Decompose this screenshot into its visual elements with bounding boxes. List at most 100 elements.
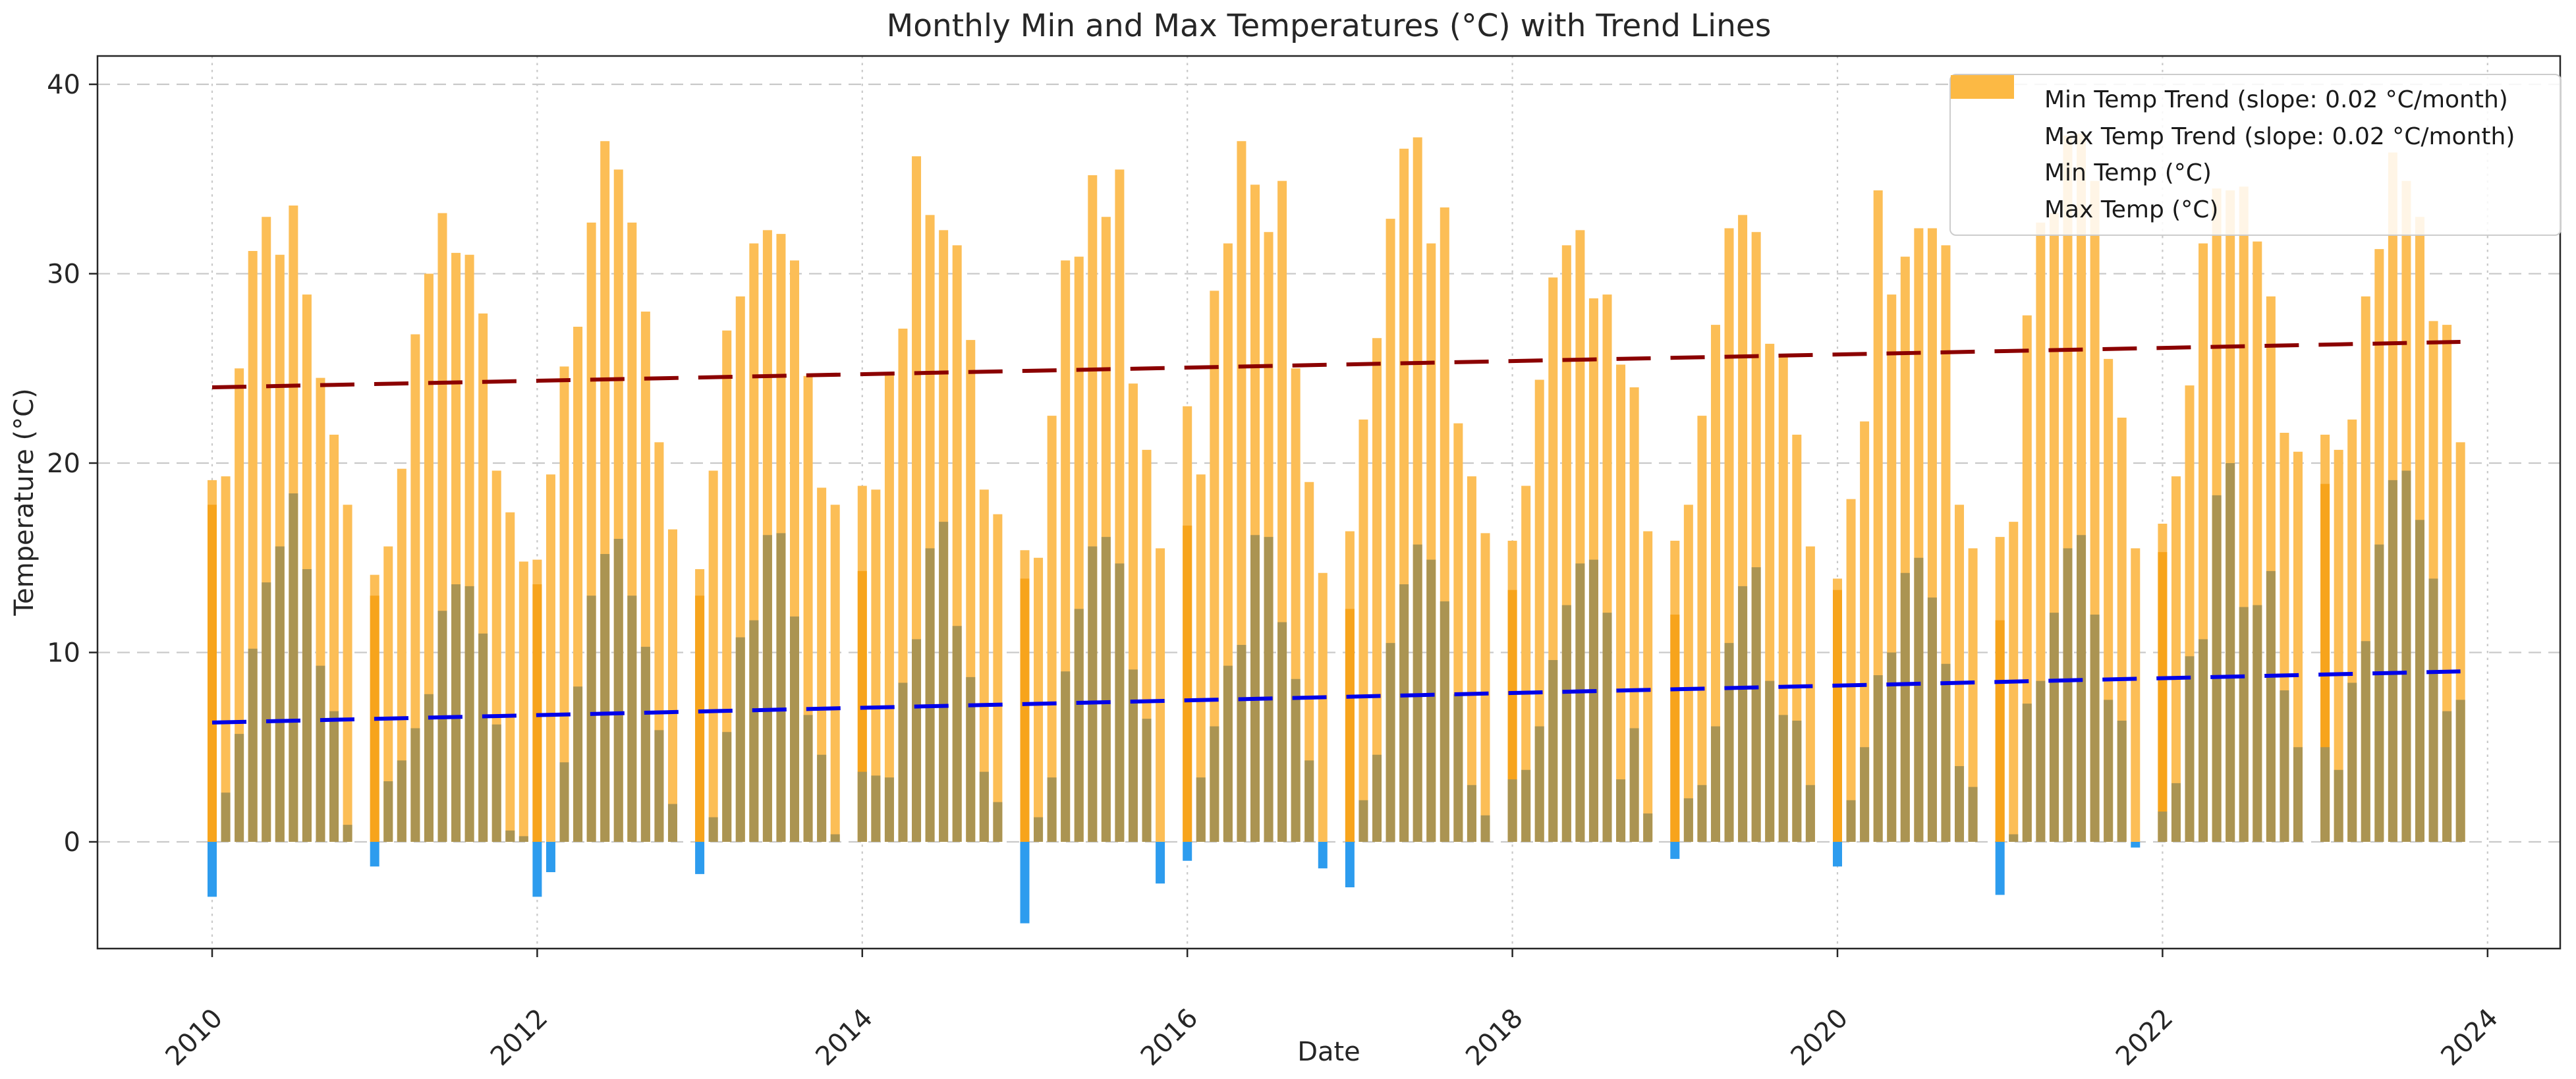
bar-max-2015-11: [1156, 548, 1165, 842]
bar-min-2022-10: [2280, 690, 2289, 842]
y-tick-label-10: 10: [47, 638, 80, 669]
bar-min-2023-08: [2415, 520, 2425, 842]
bar-max-2011-02: [383, 546, 393, 842]
bar-min-2022-04: [2198, 639, 2208, 842]
bar-min-2018-08: [1602, 613, 1612, 842]
bar-overlap-2015-01: [1020, 578, 1030, 842]
bar-min-2012-10: [654, 730, 664, 842]
bar-min-2015-06: [1088, 546, 1098, 842]
legend-label: Min Temp Trend (slope: 0.02 °C/month): [2044, 86, 2508, 114]
bar-max-2010-11: [343, 505, 352, 842]
bar-max-2019-03: [1697, 416, 1707, 842]
bar-min-2017-09: [1453, 694, 1463, 842]
bar-min-2022-02: [2171, 783, 2181, 842]
bar-min-2015-09: [1128, 669, 1138, 842]
bar-overlap-2021-01: [1995, 620, 2005, 842]
bar-min-2012-04: [573, 686, 583, 842]
bar-max-2016-02: [1196, 474, 1206, 842]
bar-min-2018-03: [1534, 726, 1544, 842]
bar-min-2011-11: [505, 830, 515, 842]
bar-min-2017-11: [1480, 815, 1490, 842]
bar-min-2022-06: [2226, 463, 2235, 842]
legend-item-2: Min Temp (°C): [1951, 75, 2544, 186]
bar-max-2021-11: [2131, 548, 2141, 842]
bar-max-2019-04: [1710, 325, 1720, 842]
y-tick-label-40: 40: [47, 70, 80, 100]
bar-min-2021-08: [2090, 615, 2100, 842]
bar-max-2014-11: [993, 514, 1003, 842]
bar-min-2020-06: [1900, 572, 1910, 842]
bar-min-2019-10: [1792, 721, 1802, 842]
bar-min-2020-01: [1833, 842, 1842, 867]
plot-spines: [96, 55, 2562, 950]
gridlines: [98, 56, 2560, 949]
bar-min-2023-06: [2388, 480, 2397, 842]
bar-min-2023-11: [2455, 700, 2465, 842]
bar-min-2014-02: [871, 775, 881, 842]
bar-min-2020-05: [1887, 652, 1897, 842]
bar-min-2011-12: [518, 836, 528, 842]
bar-min-2013-07: [776, 533, 786, 842]
bar-min-2019-04: [1710, 726, 1720, 842]
bar-min-2019-09: [1778, 715, 1788, 842]
bar-min-2014-03: [884, 777, 894, 842]
x-tick-label-2020: 2020: [1785, 1003, 1855, 1072]
bar-max-2022-02: [2171, 476, 2181, 842]
bar-max-2017-02: [1358, 419, 1368, 842]
bar-min-2010-01: [208, 842, 217, 897]
bar-min-2013-03: [722, 732, 732, 842]
bar-overlap-2018-01: [1507, 590, 1517, 842]
bar-min-2017-03: [1372, 754, 1382, 842]
bar-max-2012-03: [559, 366, 569, 842]
bar-overlap-2016-01: [1183, 525, 1192, 842]
bar-overlap-2020-01: [1833, 590, 1842, 842]
bar-min-2015-08: [1115, 563, 1125, 842]
bar-min-2014-11: [993, 802, 1003, 842]
bar-min-2013-08: [790, 616, 800, 842]
bar-min-2011-10: [491, 724, 501, 842]
bar-overlap-2017-01: [1345, 609, 1355, 842]
bar-max-2016-10: [1304, 482, 1314, 842]
legend: Min Temp Trend (slope: 0.02 °C/month) Max…: [1949, 74, 2562, 236]
bar-max-2013-03: [722, 330, 732, 842]
bar-min-2014-05: [912, 639, 922, 842]
bar-min-2013-04: [735, 637, 745, 842]
bar-min-2015-01: [1020, 842, 1030, 924]
bar-min-2019-06: [1738, 586, 1748, 842]
bar-min-2019-08: [1765, 680, 1775, 842]
bar-min-2014-06: [925, 548, 935, 842]
bar-min-2010-05: [262, 582, 271, 842]
bar-min-2016-05: [1237, 645, 1246, 842]
bar-min-2010-02: [221, 792, 231, 842]
bar-min-2011-07: [451, 584, 461, 842]
legend-item-1: Max Temp Trend (slope: 0.02 °C/month): [1951, 76, 2544, 150]
bar-min-2010-09: [316, 665, 325, 842]
bar-max-2019-02: [1683, 505, 1693, 842]
bar-min-2022-09: [2266, 570, 2276, 842]
bar-min-2010-04: [248, 648, 258, 842]
bar-min-2015-07: [1101, 537, 1111, 842]
legend-label: Max Temp Trend (slope: 0.02 °C/month): [2044, 123, 2515, 150]
bar-min-2011-05: [424, 694, 434, 842]
bar-min-2012-05: [586, 595, 596, 842]
bar-min-2022-01: [2158, 812, 2168, 842]
bar-max-2017-03: [1372, 338, 1382, 842]
bar-min-2015-10: [1142, 719, 1152, 842]
bar-min-2021-02: [2009, 834, 2019, 842]
bar-max-2020-02: [1846, 499, 1856, 842]
bar-min-2011-03: [397, 760, 406, 842]
bar-min-2019-11: [1805, 785, 1815, 842]
bar-min-2014-10: [979, 771, 989, 842]
bar-min-2013-06: [762, 535, 772, 842]
bar-min-2020-10: [1955, 766, 1965, 842]
x-tick-label-2024: 2024: [2435, 1003, 2504, 1072]
bar-min-2018-05: [1561, 605, 1571, 842]
bar-min-2010-03: [235, 734, 244, 842]
bar-min-2023-05: [2374, 544, 2384, 842]
bar-min-2017-04: [1386, 643, 1395, 842]
bar-min-2023-09: [2428, 578, 2438, 842]
chart-title: Monthly Min and Max Temperatures (°C) wi…: [886, 8, 1772, 44]
bar-min-2012-11: [667, 804, 677, 842]
bar-min-2013-11: [830, 834, 840, 842]
bar-min-2021-05: [2049, 613, 2059, 842]
